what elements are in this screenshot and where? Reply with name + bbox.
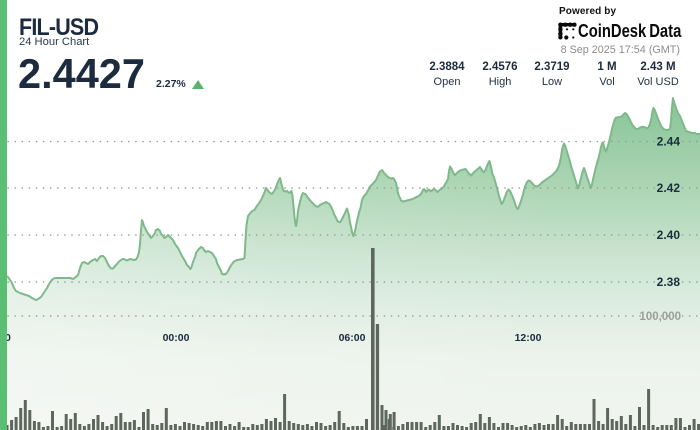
svg-text:0: 0 bbox=[5, 332, 11, 344]
svg-text:100,000: 100,000 bbox=[639, 311, 681, 323]
svg-text:2.38: 2.38 bbox=[657, 275, 681, 289]
svg-text:2.44: 2.44 bbox=[657, 135, 681, 149]
svg-text:06:00: 06:00 bbox=[339, 332, 366, 344]
svg-text:12:00: 12:00 bbox=[515, 332, 542, 344]
svg-text:2.42: 2.42 bbox=[657, 181, 681, 195]
svg-text:2.40: 2.40 bbox=[657, 228, 681, 242]
svg-text:00:00: 00:00 bbox=[163, 332, 190, 344]
